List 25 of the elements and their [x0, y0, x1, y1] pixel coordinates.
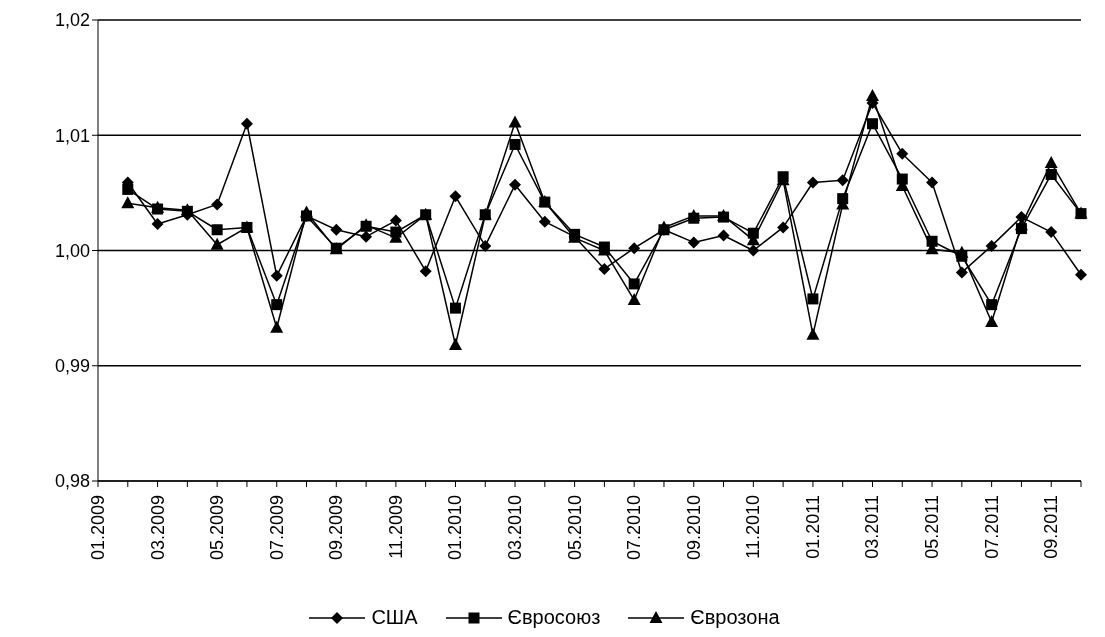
- x-tick-label: 05.2009: [207, 495, 228, 561]
- x-tick-label: 01.2009: [88, 495, 108, 561]
- x-tick-label: 03.2010: [505, 495, 526, 561]
- y-tick-label: 1,02: [54, 10, 90, 31]
- legend-label: США: [371, 606, 418, 629]
- x-tick-label: 09.2011: [1041, 495, 1062, 559]
- x-tick-label: 11.2009: [385, 495, 406, 559]
- legend-label: Євросоюз: [507, 606, 601, 629]
- y-tick-label: 1,01: [54, 125, 90, 146]
- x-tick-label: 01.2011: [802, 495, 823, 559]
- y-tick-label: 0,98: [54, 471, 90, 492]
- x-tick-label: 03.2011: [862, 495, 883, 559]
- x-tick-label: 11.2010: [743, 495, 764, 559]
- x-tick-label: 05.2010: [564, 495, 585, 561]
- x-tick-label: 07.2011: [981, 495, 1002, 559]
- x-tick-label: 01.2010: [445, 495, 466, 561]
- x-tick-label: 09.2010: [683, 495, 704, 561]
- x-tick-label: 05.2011: [922, 495, 943, 559]
- x-tick-label: 07.2010: [624, 495, 645, 561]
- x-tick-label: 09.2009: [326, 495, 347, 561]
- legend-label: Єврозона: [690, 606, 780, 629]
- x-tick-label: 07.2009: [266, 495, 287, 561]
- y-tick-label: 1,00: [54, 240, 90, 261]
- y-tick-label: 0,99: [54, 356, 90, 377]
- x-tick-label: 03.2009: [147, 495, 168, 561]
